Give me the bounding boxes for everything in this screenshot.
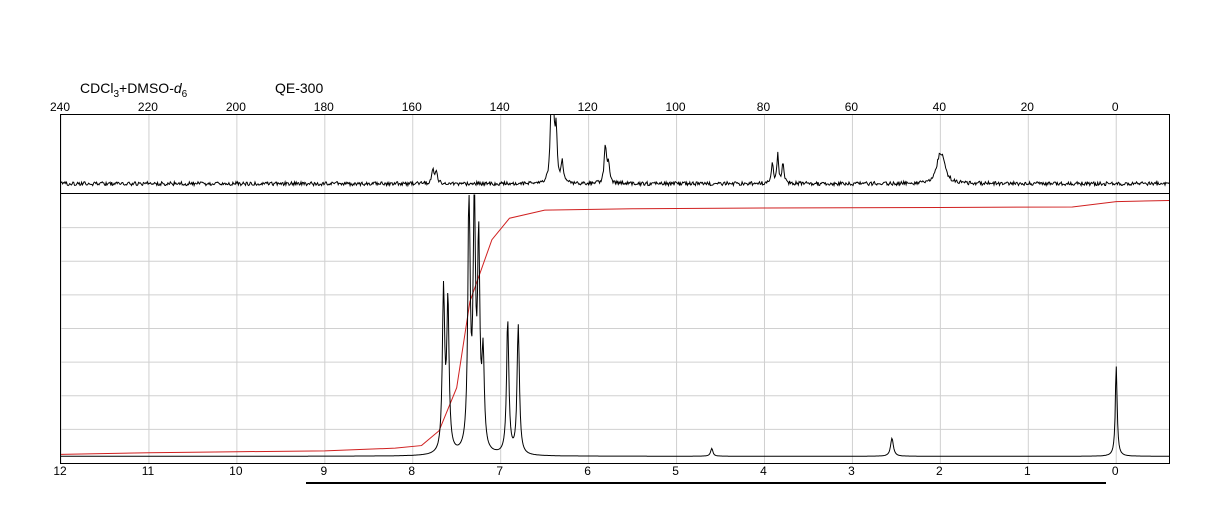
c13-tick-label: 80 — [757, 100, 770, 114]
solvent-plus: +DMSO- — [119, 80, 174, 96]
h1-tick-label: 4 — [760, 464, 767, 478]
header-labels: CDCl3+DMSO-d6 QE-300 — [60, 80, 1170, 100]
solvent-ital: d — [174, 80, 182, 96]
c13-tick-label: 200 — [226, 100, 246, 114]
h1-tick-label: 6 — [584, 464, 591, 478]
nmr-stack: CDCl3+DMSO-d6 QE-300 2402202001801601401… — [60, 80, 1170, 478]
h1-tick-label: 11 — [142, 464, 154, 478]
solvent-label: CDCl3+DMSO-d6 — [80, 80, 187, 100]
h1-tick-label: 0 — [1112, 464, 1119, 478]
h1-svg — [61, 194, 1169, 463]
solvent-sub2: 6 — [182, 89, 188, 100]
h1-tick-label: 3 — [848, 464, 855, 478]
solvent-text: CDCl — [80, 80, 113, 96]
c13-tick-label: 0 — [1112, 100, 1119, 114]
h1-tick-label: 2 — [936, 464, 943, 478]
h1-tick-label: 8 — [408, 464, 415, 478]
c13-tick-label: 240 — [50, 100, 70, 114]
instrument-label: QE-300 — [275, 80, 323, 96]
c13-tick-label: 180 — [314, 100, 334, 114]
h1-axis: 1211109876543210 — [60, 464, 1170, 478]
h1-tick-label: 7 — [496, 464, 503, 478]
h1-tick-label: 10 — [229, 464, 242, 478]
h1-tick-label: 1 — [1024, 464, 1031, 478]
c13-tick-label: 100 — [666, 100, 686, 114]
c13-tick-label: 20 — [1021, 100, 1034, 114]
h1-ruler — [306, 482, 1106, 484]
h1-tick-label: 12 — [53, 464, 66, 478]
h1-panel — [60, 194, 1170, 464]
c13-tick-label: 40 — [933, 100, 946, 114]
c13-tick-label: 140 — [490, 100, 510, 114]
h1-tick-label: 5 — [672, 464, 679, 478]
c13-svg — [61, 115, 1169, 193]
c13-tick-label: 220 — [138, 100, 158, 114]
c13-panel — [60, 114, 1170, 194]
h1-tick-label: 9 — [320, 464, 327, 478]
c13-tick-label: 120 — [578, 100, 598, 114]
c13-tick-label: 160 — [402, 100, 422, 114]
c13-axis: 240220200180160140120100806040200 — [60, 100, 1170, 114]
c13-tick-label: 60 — [845, 100, 858, 114]
